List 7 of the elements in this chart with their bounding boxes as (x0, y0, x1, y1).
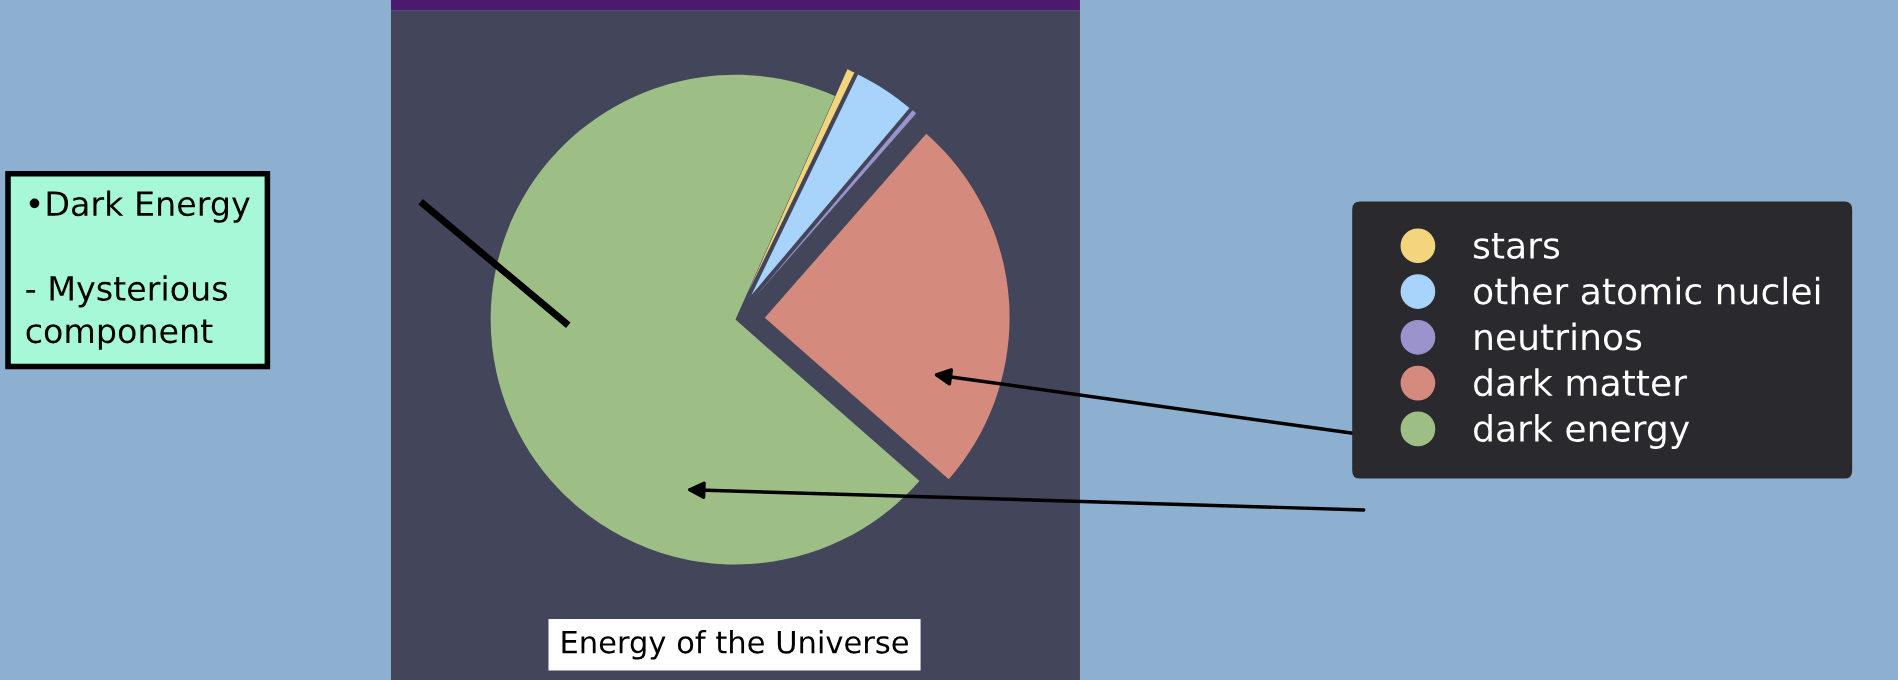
legend-label: dark matter (1474, 368, 1688, 397)
legend-label: other atomic nuclei (1474, 276, 1820, 305)
text: •Dark Energy - Mysterious component (26, 190, 250, 350)
legend-label: stars (1474, 233, 1560, 259)
text: Energy of the Universe (562, 630, 908, 660)
legend-label: neutrinos (1475, 322, 1642, 351)
legend-label: dark energy (1474, 414, 1690, 450)
